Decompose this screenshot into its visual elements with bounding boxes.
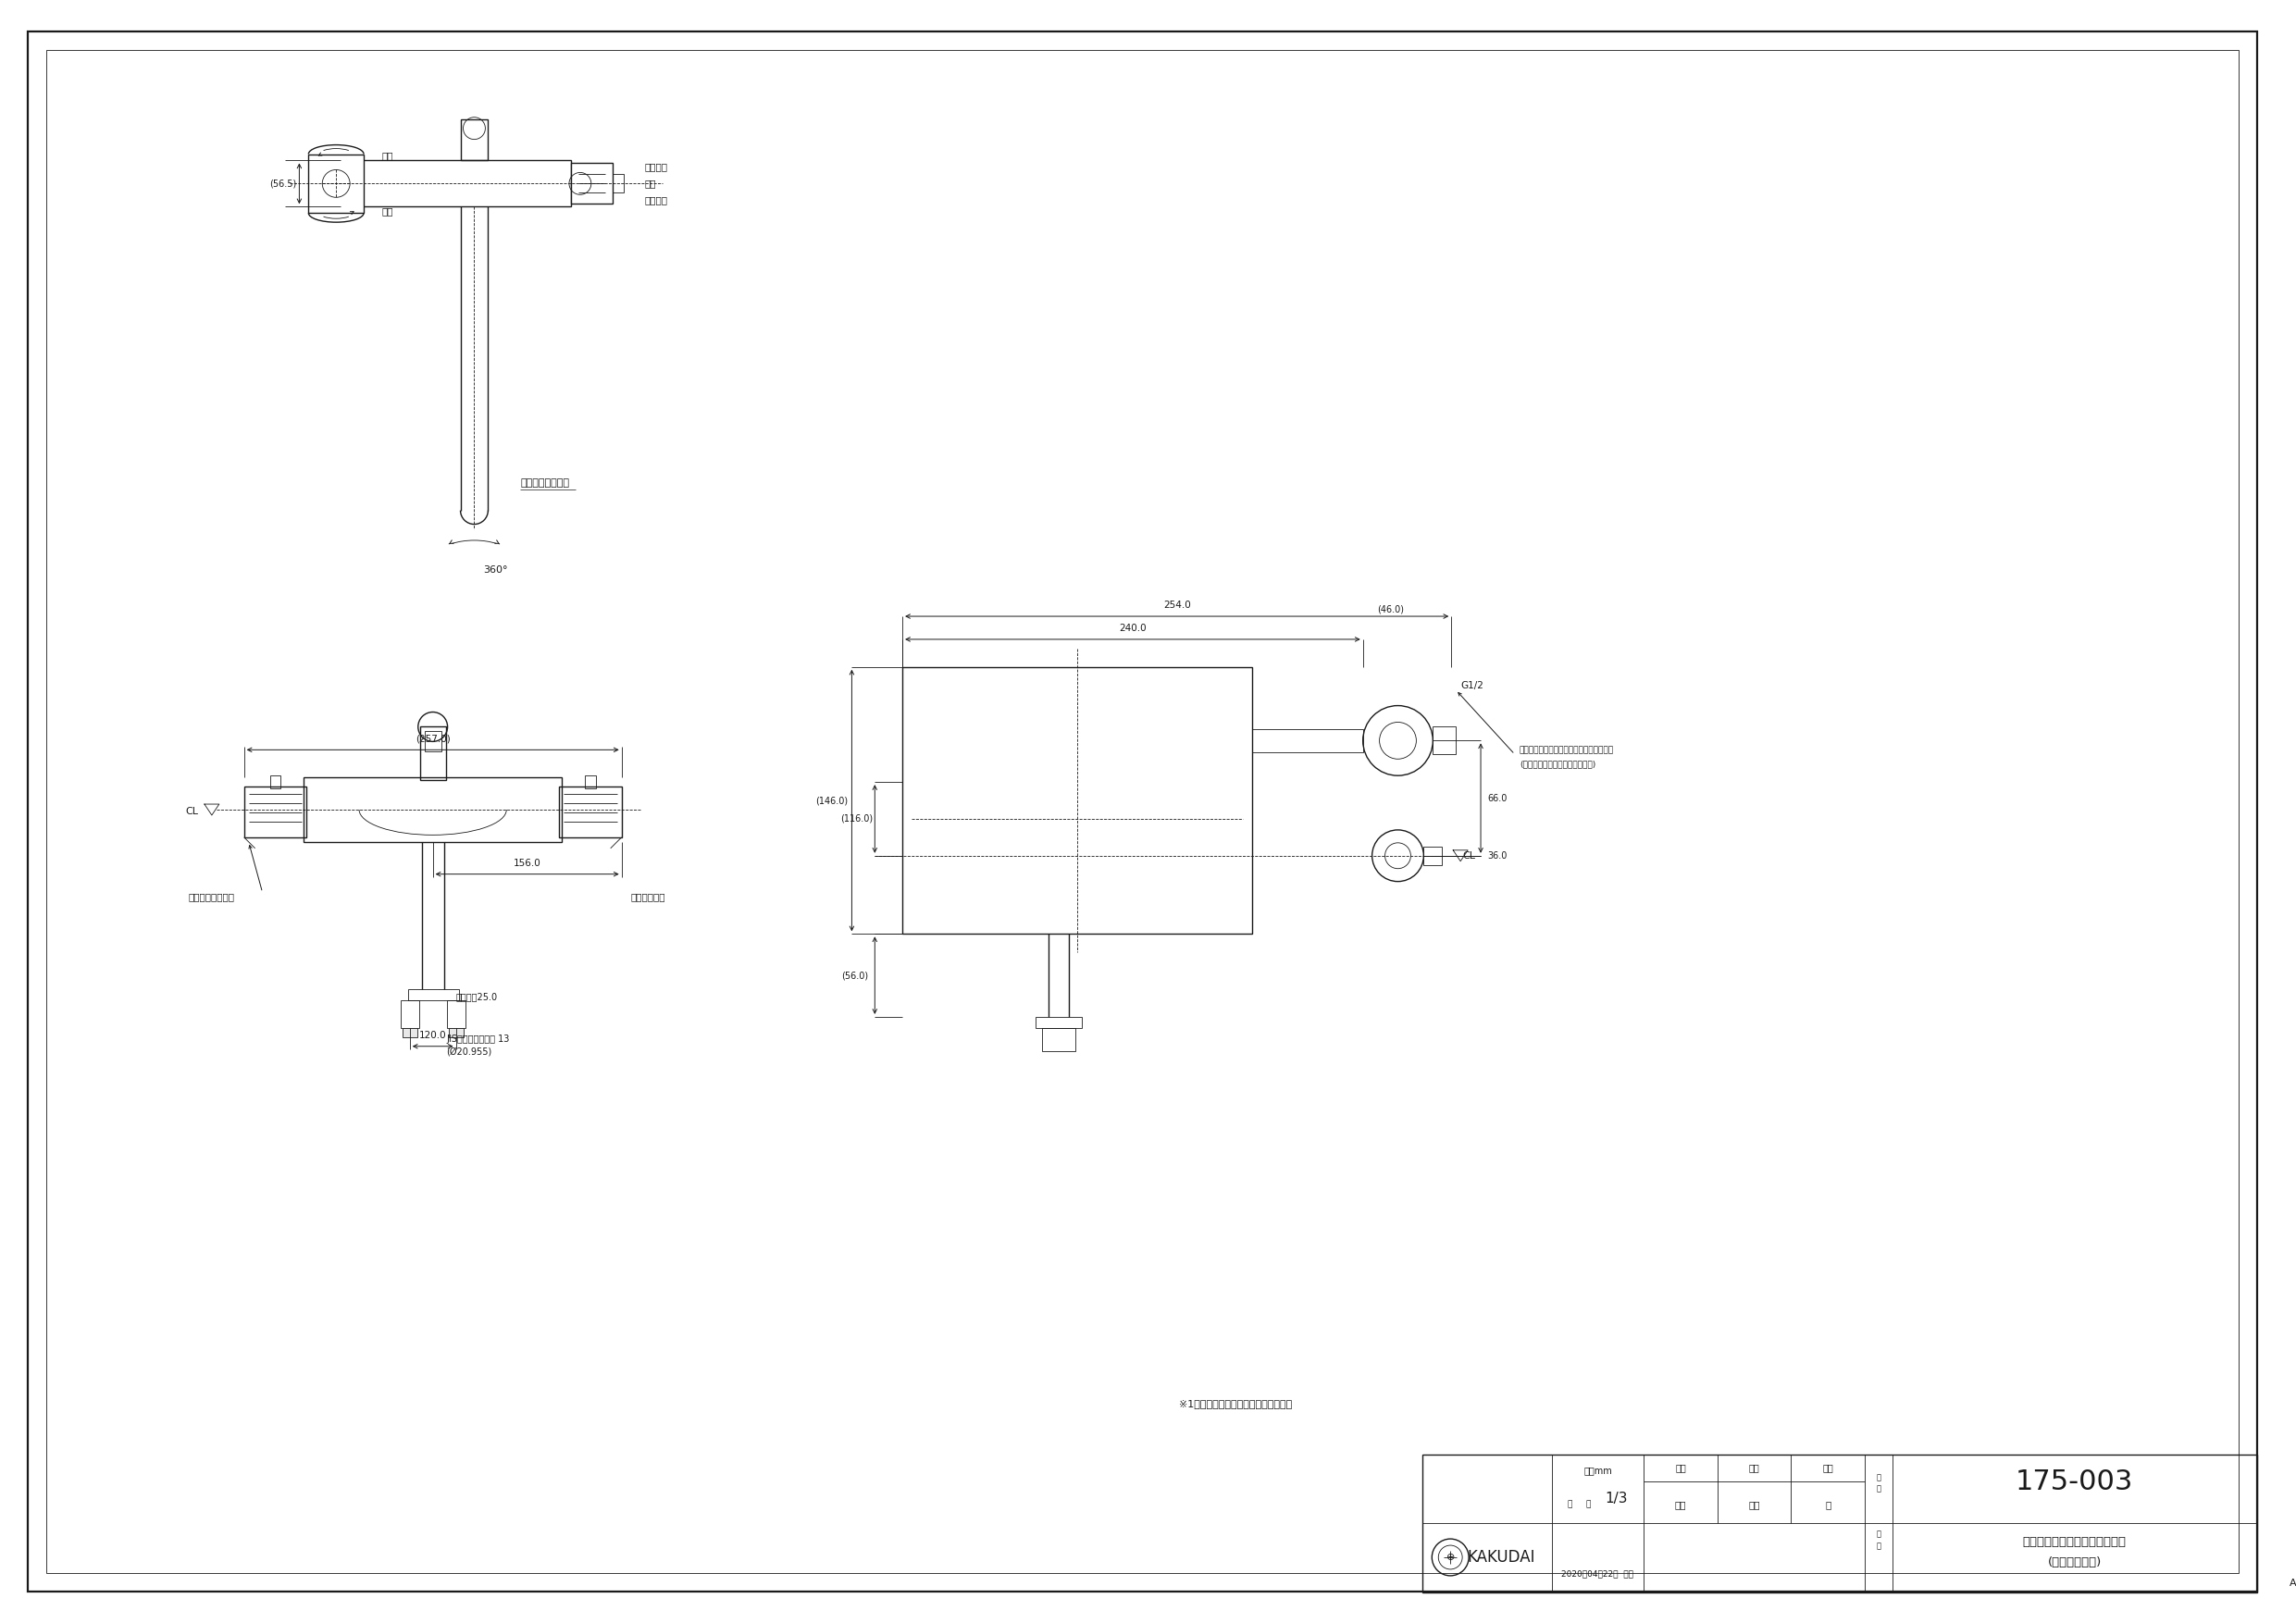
Bar bbox=[1424, 1454, 2257, 1592]
Bar bbox=[358, 161, 572, 206]
Text: 単位mm: 単位mm bbox=[1584, 1466, 1612, 1475]
Text: (Ø20.955): (Ø20.955) bbox=[448, 1047, 491, 1057]
Text: (46.0): (46.0) bbox=[1378, 604, 1403, 613]
Bar bbox=[303, 777, 563, 842]
Text: (56.0): (56.0) bbox=[840, 971, 868, 980]
Bar bbox=[271, 776, 280, 789]
Text: 尺: 尺 bbox=[1568, 1501, 1573, 1509]
Bar bbox=[448, 1027, 464, 1037]
Text: 2020年04月22日  作成: 2020年04月22日 作成 bbox=[1561, 1569, 1635, 1578]
Text: 1/3: 1/3 bbox=[1605, 1492, 1628, 1505]
Bar bbox=[1251, 730, 1364, 753]
Text: 254.0: 254.0 bbox=[1164, 601, 1192, 610]
Text: 六觓対辺25.0: 六觓対辺25.0 bbox=[457, 992, 498, 1001]
Text: 寡川: 寡川 bbox=[1750, 1500, 1761, 1509]
Bar bbox=[585, 776, 595, 789]
Bar bbox=[461, 118, 489, 161]
Text: CL: CL bbox=[1463, 850, 1476, 860]
Bar bbox=[1433, 727, 1456, 755]
Text: 切替ハンドル: 切替ハンドル bbox=[631, 893, 666, 902]
Text: スパウト回転觓度: スパウト回転觓度 bbox=[521, 479, 569, 487]
Text: 品: 品 bbox=[1876, 1530, 1880, 1539]
Text: 36.0: 36.0 bbox=[1488, 850, 1506, 860]
Text: 66.0: 66.0 bbox=[1488, 794, 1506, 803]
Text: 検図: 検図 bbox=[1750, 1464, 1759, 1472]
Bar bbox=[1042, 1027, 1075, 1050]
Bar bbox=[902, 667, 1251, 933]
Text: CL: CL bbox=[186, 807, 197, 816]
Text: (257.0): (257.0) bbox=[416, 734, 450, 743]
Text: パイプ剤: パイプ剤 bbox=[645, 195, 668, 204]
Text: 360°: 360° bbox=[484, 566, 507, 575]
Text: 240.0: 240.0 bbox=[1118, 623, 1146, 633]
Bar bbox=[420, 727, 445, 781]
Bar bbox=[400, 1000, 418, 1027]
Bar bbox=[1035, 1018, 1081, 1027]
Text: (デッキタイプ): (デッキタイプ) bbox=[2048, 1556, 2101, 1569]
Text: ※1　（　）内寸法は参考寸法である。: ※1 （ ）内寸法は参考寸法である。 bbox=[1178, 1399, 1293, 1409]
Text: サーモスタットシャワー混合栓: サーモスタットシャワー混合栓 bbox=[2023, 1535, 2126, 1548]
Text: 止水: 止水 bbox=[645, 179, 657, 188]
Text: 名: 名 bbox=[1876, 1542, 1880, 1550]
Bar bbox=[409, 988, 459, 1000]
Bar bbox=[613, 174, 625, 193]
Text: KAKUDAI: KAKUDAI bbox=[1467, 1548, 1536, 1566]
Text: ⊕: ⊕ bbox=[1446, 1553, 1456, 1561]
Text: 低温: 低温 bbox=[381, 206, 393, 216]
Text: この部分にシャワーセットを取付けます。: この部分にシャワーセットを取付けます。 bbox=[1520, 745, 1614, 755]
Text: (116.0): (116.0) bbox=[840, 815, 872, 823]
Text: G1/2: G1/2 bbox=[1460, 680, 1483, 690]
Text: 高温: 高温 bbox=[381, 151, 393, 161]
Text: 岩藤: 岩藤 bbox=[1674, 1500, 1685, 1509]
Text: (シャワーセットは茶付図面参瓧): (シャワーセットは茶付図面参瓧) bbox=[1520, 761, 1596, 769]
Bar bbox=[425, 732, 441, 751]
Bar bbox=[1424, 847, 1442, 865]
Bar bbox=[402, 1027, 418, 1037]
Text: 度: 度 bbox=[1587, 1501, 1591, 1509]
Bar bbox=[448, 1000, 466, 1027]
Text: 番: 番 bbox=[1876, 1485, 1880, 1493]
Bar bbox=[308, 154, 363, 213]
Text: 品: 品 bbox=[1876, 1474, 1880, 1482]
Text: 承認: 承認 bbox=[1823, 1464, 1832, 1472]
Bar bbox=[558, 787, 622, 837]
Text: (146.0): (146.0) bbox=[815, 795, 847, 805]
Bar bbox=[243, 787, 308, 837]
Text: シャワ剤: シャワ剤 bbox=[645, 162, 668, 172]
Text: 温度調節ハンドル: 温度調節ハンドル bbox=[188, 893, 234, 902]
Text: 祝: 祝 bbox=[1825, 1500, 1830, 1509]
Text: 製図: 製図 bbox=[1676, 1464, 1685, 1472]
Bar bbox=[572, 164, 613, 204]
Text: JIS給水栃取付ねじ 13: JIS給水栃取付ねじ 13 bbox=[448, 1034, 510, 1044]
Text: (56.5): (56.5) bbox=[269, 179, 296, 188]
Text: 175-003: 175-003 bbox=[2016, 1469, 2133, 1495]
Text: 156.0: 156.0 bbox=[514, 859, 542, 868]
Text: A3: A3 bbox=[2289, 1579, 2296, 1587]
Text: 120.0: 120.0 bbox=[420, 1031, 445, 1040]
